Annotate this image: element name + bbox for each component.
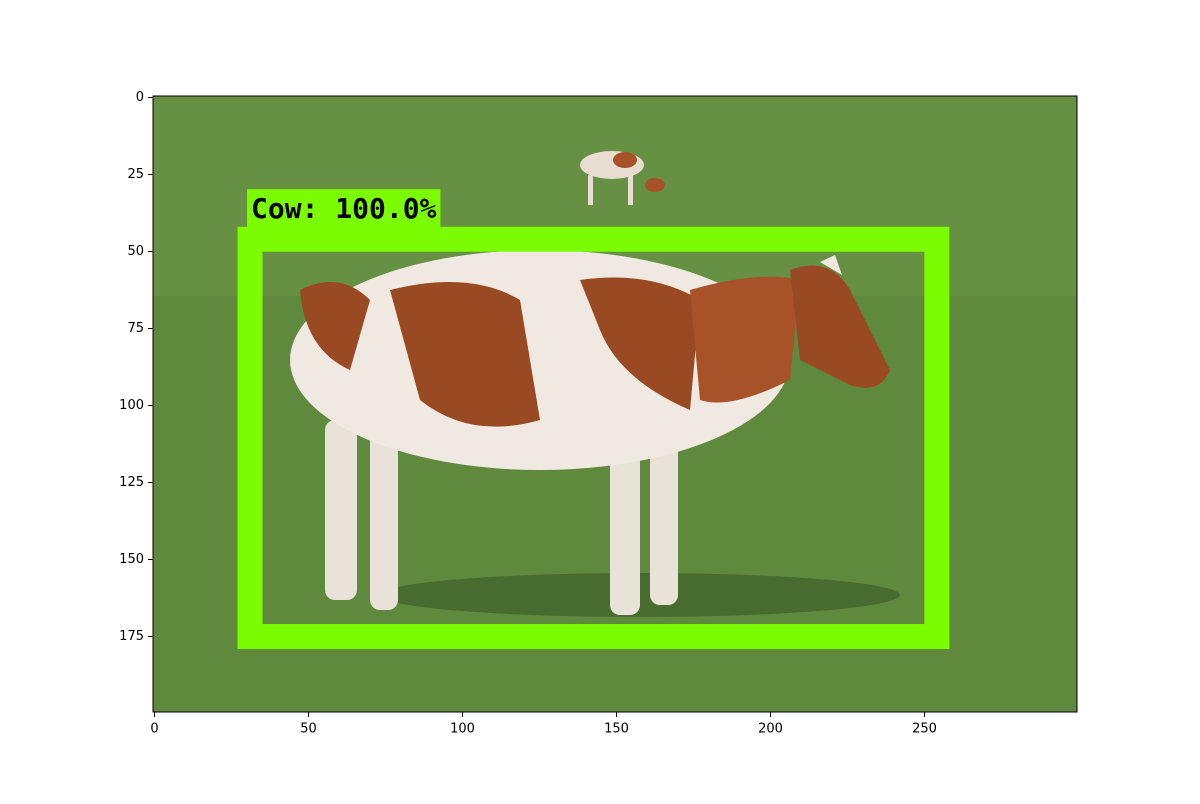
y-tick-label: 75 [127, 321, 144, 336]
detection-label: Cow: 100.0% [251, 192, 437, 225]
x-tick-label: 200 [758, 722, 783, 737]
x-tick-label: 0 [150, 722, 158, 737]
cow [290, 250, 890, 615]
y-tick-label: 100 [119, 398, 144, 413]
axes-frame [152, 95, 1078, 713]
y-tick-label: 50 [127, 244, 144, 259]
x-tick-label: 250 [912, 722, 937, 737]
y-tick-label: 150 [119, 552, 144, 567]
x-tick-label: 150 [604, 722, 629, 737]
y-tick-label: 125 [119, 475, 144, 490]
x-tick-label: 100 [450, 722, 475, 737]
y-tick-label: 25 [127, 167, 144, 182]
small-cow [580, 151, 665, 205]
y-tick-label: 175 [119, 629, 144, 644]
y-tick-label: 0 [136, 90, 144, 105]
x-tick-label: 50 [300, 722, 317, 737]
photo [153, 96, 1077, 712]
bounding-box [237, 226, 950, 650]
label-background [247, 189, 441, 228]
